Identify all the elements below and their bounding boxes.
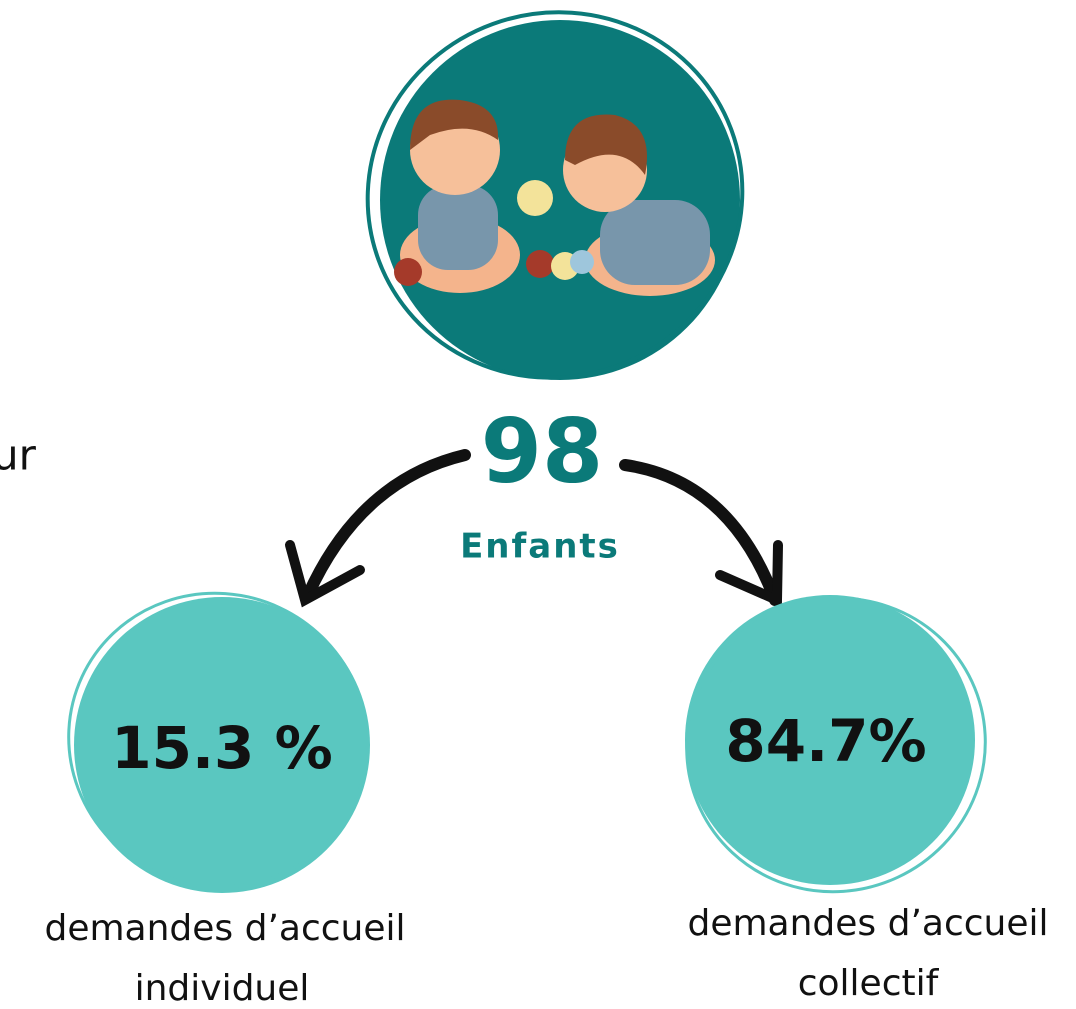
left-label-line: demandes d’accueil xyxy=(44,908,405,949)
total-value: 98 xyxy=(481,400,603,503)
right-label-line: collectif xyxy=(798,963,940,1004)
page: ur 98 Enfants 15.3 % 84.7% demandes d’ac… xyxy=(0,0,1076,1009)
total-label: Enfants xyxy=(460,527,620,567)
infographic: ur 98 Enfants 15.3 % 84.7% demandes d’ac… xyxy=(0,0,1076,1009)
right-label-line: demandes d’accueil xyxy=(687,903,1048,944)
cut-text: ur xyxy=(0,431,37,480)
left-value: 15.3 % xyxy=(111,714,332,782)
right-value: 84.7% xyxy=(725,707,926,775)
left-label-line: individuel xyxy=(135,968,310,1009)
